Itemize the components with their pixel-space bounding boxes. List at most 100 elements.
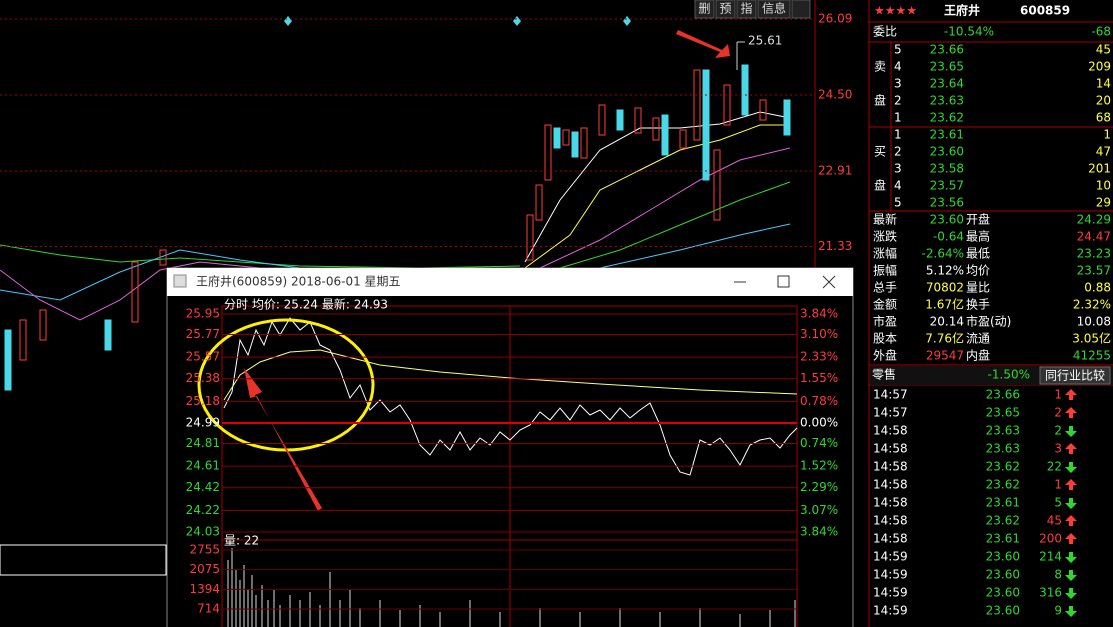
trade-time: 14:58	[873, 478, 908, 492]
stat-value: 3.05亿	[1072, 331, 1111, 346]
toolbar-button[interactable]	[757, 0, 791, 19]
stat-label: 涨跌	[873, 229, 897, 244]
trade-volume: 45	[1047, 514, 1062, 528]
trade-volume: 316	[1039, 586, 1062, 600]
value: -10.54%	[944, 25, 994, 39]
trade-direction	[1065, 462, 1077, 473]
y-tick-label: 24.42	[186, 480, 220, 494]
toolbar-button[interactable]	[694, 0, 715, 19]
trade-price: 23.60	[986, 568, 1020, 582]
stat-value: 70802	[926, 281, 964, 295]
app-icon	[173, 274, 187, 288]
stat-label: 股本	[873, 332, 897, 346]
intraday-decor	[197, 317, 798, 627]
stat-label: 振幅	[873, 263, 897, 278]
level: 5	[894, 43, 902, 57]
volume: 29	[1096, 196, 1111, 210]
price: 23.66	[930, 43, 964, 57]
pct-tick-label: 1.52%	[800, 459, 838, 473]
trade-time: 14:59	[873, 604, 908, 618]
trade-volume: 2	[1054, 406, 1062, 420]
trade-direction	[1065, 515, 1077, 526]
trade-volume: 1	[1054, 478, 1062, 492]
stat-label: 总手	[873, 281, 897, 295]
trade-volume: 8	[1054, 568, 1062, 582]
volume: 10	[1096, 179, 1111, 193]
compare-button[interactable]	[1039, 366, 1111, 385]
trade-volume: 200	[1039, 532, 1062, 546]
toolbar-button[interactable]	[715, 0, 736, 19]
trade-volume: 1	[1054, 388, 1062, 402]
trade-price: 23.61	[986, 532, 1020, 546]
stat-label: 最新	[873, 212, 897, 227]
toolbar-button[interactable]	[791, 0, 811, 19]
trade-volume: 2	[1054, 424, 1062, 438]
stat-label: 换手	[966, 298, 990, 312]
trade-time: 14:59	[873, 550, 908, 564]
trade-direction	[1065, 533, 1077, 544]
side-label: 买	[874, 145, 886, 159]
y-tick-label: 21.33	[818, 239, 852, 253]
y-tick-label: 24.50	[818, 88, 852, 102]
stat-label: 内盘	[966, 348, 990, 363]
level: 5	[894, 196, 902, 210]
price: 23.63	[930, 94, 964, 108]
value: -68	[1091, 25, 1111, 39]
pct-tick-label: 2.29%	[800, 480, 838, 494]
trade-time: 14:58	[873, 496, 908, 510]
toolbar-label: 删	[698, 2, 710, 16]
trade-volume: 5	[1054, 496, 1062, 510]
y-tick-label: 25.77	[186, 327, 220, 341]
trade-direction	[1065, 588, 1077, 599]
trade-volume: 214	[1039, 550, 1062, 564]
price: 23.57	[930, 179, 964, 193]
sector-change: -1.50%	[988, 368, 1030, 382]
stat-value: 2.32%	[1073, 298, 1111, 312]
trade-volume: 3	[1054, 442, 1062, 456]
pct-tick-label: 3.84%	[800, 525, 838, 539]
maximize-button[interactable]	[777, 275, 790, 288]
pct-tick-label: 3.84%	[800, 307, 838, 321]
stat-label: 市盈(动)	[966, 314, 1011, 329]
trade-time: 14:59	[873, 586, 908, 600]
compare-button-label: 同行业比较	[1045, 368, 1105, 383]
volume: 209	[1088, 60, 1111, 74]
chart-header: 分时 均价: 25.24 最新: 24.93	[224, 297, 388, 312]
y-tick-label: 22.91	[818, 164, 852, 178]
price-annotation: 25.61	[748, 34, 782, 48]
level: 4	[894, 60, 902, 74]
pct-tick-label: 3.10%	[800, 327, 838, 341]
volume-tick-label: 1394	[189, 582, 220, 596]
price: 23.60	[930, 145, 964, 159]
trade-price: 23.66	[986, 388, 1020, 402]
stat-value: 24.29	[1077, 213, 1111, 227]
popup-window	[166, 267, 854, 627]
trade-time: 14:58	[873, 460, 908, 474]
stat-label: 外盘	[873, 348, 897, 363]
stat-label: 最低	[966, 247, 990, 261]
trade-price: 23.60	[986, 586, 1020, 600]
stat-label: 量比	[966, 281, 990, 295]
close-button[interactable]	[822, 275, 836, 289]
trade-direction	[1065, 407, 1077, 418]
volume: 20	[1096, 94, 1111, 108]
trade-direction	[1065, 606, 1077, 617]
price: 23.56	[930, 196, 964, 210]
y-tick-label: 25.38	[186, 371, 220, 385]
toolbar-button[interactable]	[736, 0, 757, 19]
pct-tick-label: 0.78%	[800, 394, 838, 408]
stat-value: 24.47	[1077, 230, 1111, 244]
trade-direction	[1065, 443, 1077, 454]
trade-direction	[1065, 426, 1077, 437]
stat-value: 10.08	[1077, 315, 1111, 329]
volume: 68	[1096, 111, 1111, 125]
volume-label: 量: 22	[224, 534, 259, 548]
label: 委比	[873, 25, 897, 39]
trade-volume: 9	[1054, 604, 1062, 618]
stock-name: 王府井	[944, 3, 980, 18]
y-tick-label: 24.81	[186, 436, 220, 450]
price: 23.64	[930, 77, 964, 91]
stat-value: 7.76亿	[925, 331, 964, 346]
trade-volume: 22	[1047, 460, 1062, 474]
